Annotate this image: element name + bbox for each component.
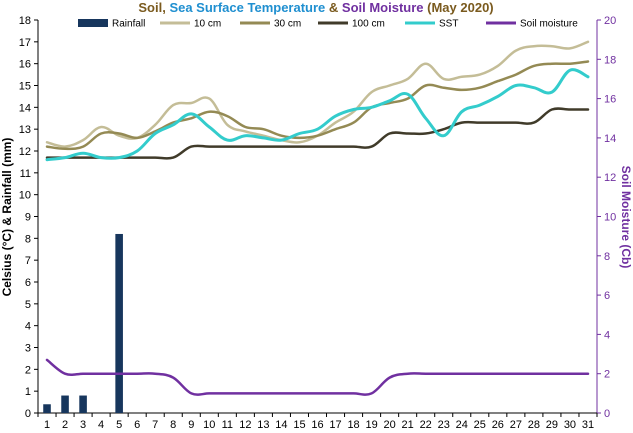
x-tick-label: 15 [293,419,305,431]
title-part: Sea Surface Temperature [169,0,325,15]
y-tick-label: 1 [25,386,31,398]
chart-title: Soil, Sea Surface Temperature & Soil Moi… [138,0,493,15]
series-line-soil-moisture [45,358,590,396]
y2-tick-label: 0 [604,408,610,420]
x-tick-label: 9 [188,419,194,431]
x-tick-label: 29 [546,419,558,431]
series-line-10-cm [45,40,590,148]
title-part: (May 2020) [424,0,494,15]
y-tick-label: 11 [20,168,31,180]
legend-label: Rainfall [112,19,145,30]
x-tick-label: 27 [510,419,522,431]
y2-tick-label: 10 [604,212,616,224]
legend-label: Soil moisture [520,19,578,30]
y-tick-label: 13 [19,124,31,136]
y2-axis-title: Soil Moisture (Cb) [619,166,633,269]
legend-label: 100 cm [352,19,385,30]
title-part: Soil [138,0,162,15]
y-tick-label: 3 [25,343,31,355]
x-tick-label: 24 [456,419,468,431]
y-axis-right: 0 2 4 6 8 10 12 14 16 18 20 [596,15,616,420]
y-tick-label: 16 [19,59,31,71]
y2-tick-label: 4 [604,329,610,341]
legend-label: 10 cm [194,19,221,30]
y-tick-label: 10 [19,190,31,202]
y2-tick-label: 20 [604,15,616,27]
y2-tick-label: 16 [604,94,616,106]
x-tick-label: 22 [420,419,432,431]
y-tick-label: 8 [25,233,31,245]
y-tick-label: 12 [19,146,31,158]
y-tick-label: 9 [25,212,31,224]
y-tick-label: 6 [25,277,31,289]
title-part: Soil Moisture [342,0,424,15]
x-tick-label: 19 [365,419,377,431]
series-line-30-cm [45,60,590,151]
y-tick-label: 0 [25,408,31,420]
y-tick-label: 5 [25,299,31,311]
y-tick-label: 14 [19,102,31,114]
legend-swatch [78,19,108,27]
x-tick-label: 3 [80,419,86,431]
x-tick-label: 7 [152,419,158,431]
y-tick-label: 7 [25,255,31,267]
x-tick-label: 20 [384,419,396,431]
x-tick-label: 18 [347,419,359,431]
legend-label: 30 cm [274,19,301,30]
y-tick-label: 4 [25,321,31,333]
y2-tick-label: 12 [604,172,616,184]
title-part: , [162,0,169,15]
x-tick-label: 31 [582,419,594,431]
y2-tick-label: 8 [604,251,610,263]
x-tick-label: 12 [239,419,251,431]
y2-tick-label: 18 [604,54,616,66]
x-tick-label: 16 [311,419,323,431]
x-tick-label: 14 [275,419,287,431]
x-tick-label: 28 [528,419,540,431]
y-tick-label: 2 [25,364,31,376]
x-axis: 1 2 3 4 5 6 7 8 9 10 11 12 13 14 15 16 17 18 19 20 21 22 23 24 2… [37,412,598,431]
x-tick-label: 2 [62,419,68,431]
series-lines [45,40,590,396]
x-tick-label: 6 [134,419,140,431]
x-tick-label: 21 [402,419,414,431]
series-line-100-cm [45,107,590,160]
rainfall-bars [43,233,123,413]
x-tick-label: 5 [116,419,122,431]
x-tick-label: 25 [474,419,486,431]
y-tick-label: 18 [19,15,31,27]
y2-tick-label: 6 [604,290,610,302]
x-tick-label: 1 [44,419,50,431]
x-tick-label: 4 [98,419,104,431]
x-tick-label: 17 [329,419,341,431]
legend: Rainfall 10 cm 30 cm 100 cm SST Soil moisture [78,19,578,30]
x-tick-label: 30 [564,419,576,431]
rainfall-bar [115,233,123,413]
y2-tick-label: 2 [604,369,610,381]
y-axis-title: Celsius (°C) & Rainfall (mm) [0,138,14,297]
rainfall-bar [79,395,87,413]
y-tick-label: 15 [19,81,31,93]
rainfall-bar [61,395,69,413]
series-line-sst [45,68,590,162]
x-tick-label: 13 [257,419,269,431]
rainfall-bar [43,404,51,413]
y2-tick-label: 14 [604,133,616,145]
x-tick-label: 26 [492,419,504,431]
y-tick-label: 17 [19,37,31,49]
title-part: & [325,0,342,15]
x-tick-label: 10 [203,419,215,431]
legend-label: SST [439,19,458,30]
x-tick-label: 11 [222,419,233,431]
x-tick-label: 23 [438,419,450,431]
x-tick-label: 8 [170,419,176,431]
